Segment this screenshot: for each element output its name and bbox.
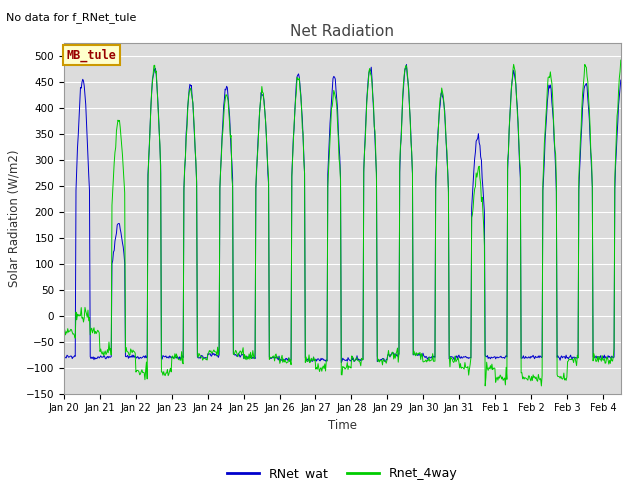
X-axis label: Time: Time: [328, 419, 357, 432]
RNet_wat: [475, 131, 483, 136]
Rnet_4way: [538, 383, 545, 389]
RNet_wat: [138, 355, 146, 360]
Rnet_4way: [63, 329, 70, 335]
RNet_wat: [337, 360, 345, 365]
RNet_wat: [63, 355, 70, 360]
Rnet_4way: [319, 365, 326, 371]
Rnet_4way: [617, 57, 625, 63]
RNet_wat: [461, 354, 468, 360]
Y-axis label: Solar Radiation (W/m2): Solar Radiation (W/m2): [7, 150, 20, 287]
RNet_wat: [403, 61, 410, 67]
RNet_wat: [617, 77, 625, 83]
Rnet_4way: [473, 174, 481, 180]
Text: No data for f_RNet_tule: No data for f_RNet_tule: [6, 12, 137, 23]
Rnet_4way: [60, 325, 68, 331]
Title: Net Radiation: Net Radiation: [291, 24, 394, 39]
Rnet_4way: [460, 365, 467, 371]
Rnet_4way: [298, 105, 305, 110]
Line: RNet_wat: RNet_wat: [64, 64, 621, 362]
Line: Rnet_4way: Rnet_4way: [64, 60, 621, 386]
Legend: RNet_wat, Rnet_4way: RNet_wat, Rnet_4way: [223, 462, 462, 480]
RNet_wat: [319, 356, 326, 361]
RNet_wat: [60, 355, 68, 360]
Text: MB_tule: MB_tule: [67, 48, 116, 62]
Rnet_4way: [138, 367, 146, 372]
RNet_wat: [298, 106, 305, 112]
